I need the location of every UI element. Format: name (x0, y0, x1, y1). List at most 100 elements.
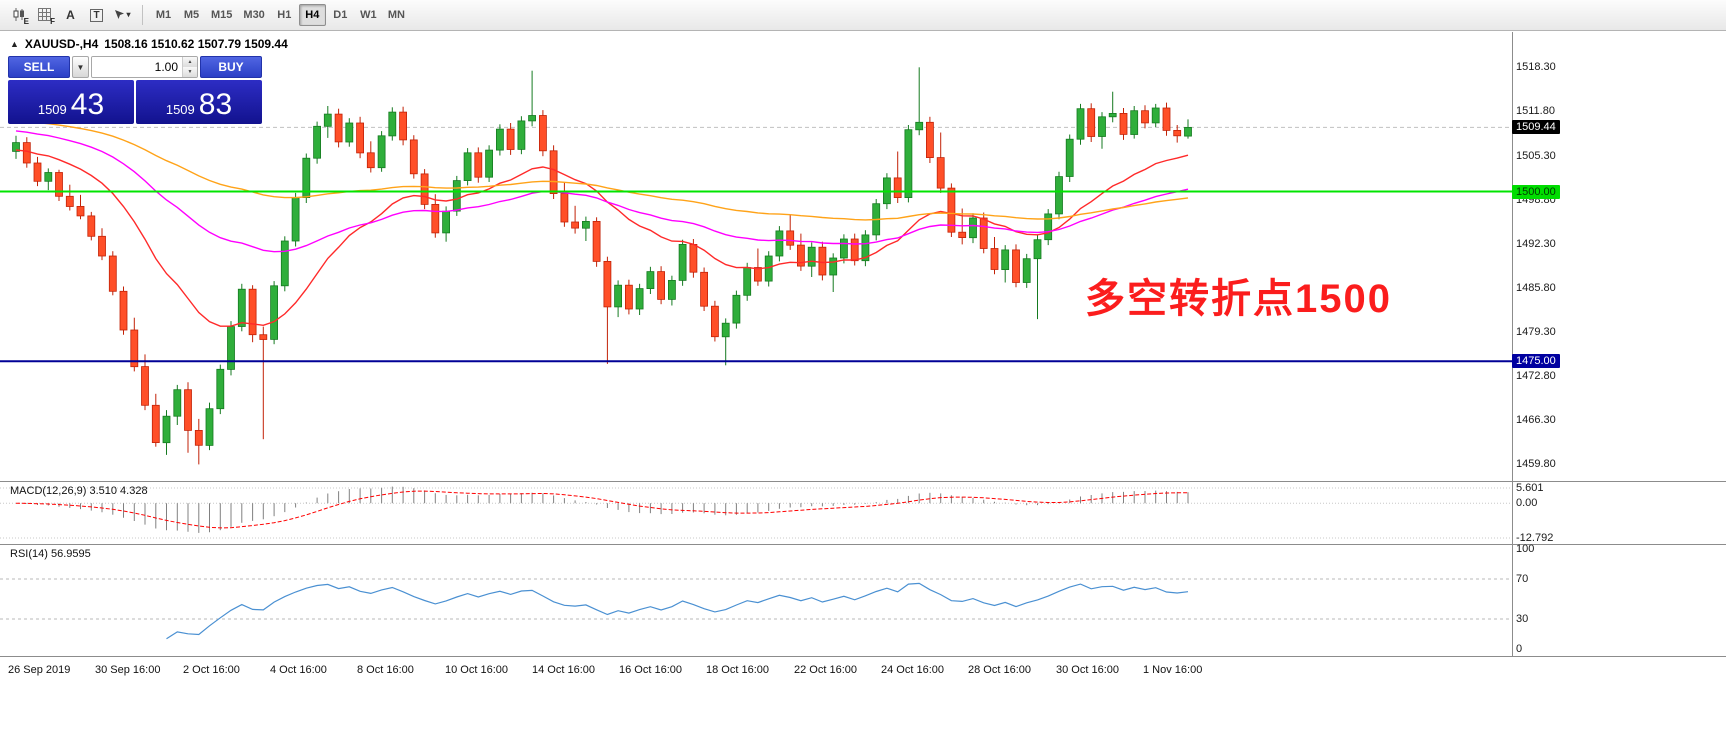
chart-ohlc-header: ▲ XAUUSD-,H4 1508.16 1510.62 1507.79 150… (10, 37, 288, 51)
sell-button[interactable]: SELL (8, 56, 70, 78)
candle-body (87, 215, 96, 237)
volume-input[interactable] (92, 57, 182, 77)
candle-body (990, 248, 999, 270)
timeframe-button-w1[interactable]: W1 (355, 4, 382, 26)
grid-template-icon (38, 7, 51, 23)
candle-body (151, 404, 160, 443)
price-axis[interactable]: 1518.30 1511.80 1505.30 1498.80 1492.30 1485.… (1512, 32, 1724, 751)
candle-body (495, 128, 504, 151)
candle-body (635, 288, 644, 310)
candle-body (227, 326, 235, 370)
buy-button[interactable]: BUY (200, 56, 262, 78)
candle-body (65, 195, 74, 207)
timeframe-button-d1[interactable]: D1 (327, 4, 354, 26)
timeframe-button-h4[interactable]: H4 (298, 4, 326, 26)
candle-body (55, 172, 63, 197)
candle-body (689, 243, 698, 273)
chart-area[interactable]: ▲ XAUUSD-,H4 1508.16 1510.62 1507.79 150… (0, 32, 1726, 751)
time-axis-label: 10 Oct 16:00 (445, 664, 508, 676)
time-axis-label: 26 Sep 2019 (8, 664, 71, 676)
timeframe-button-m5[interactable]: M5 (178, 4, 205, 26)
candle-body (668, 279, 676, 300)
candle-body (98, 235, 106, 257)
candle-body (797, 244, 805, 267)
candlestick-chart-button[interactable]: E (6, 3, 31, 27)
panel-divider[interactable] (0, 656, 1726, 657)
candle-body (700, 271, 708, 307)
candle-body (818, 246, 827, 276)
time-axis-label: 14 Oct 16:00 (532, 664, 595, 676)
candle-body (1076, 108, 1085, 140)
timeframe-button-m1[interactable]: M1 (150, 4, 177, 26)
rsi-axis-label: 30 (1516, 613, 1529, 625)
candle-body (1087, 108, 1096, 137)
candle-body (711, 305, 719, 338)
timeframe-button-m15[interactable]: M15 (206, 4, 237, 26)
price-tag: 1475.00 (1512, 354, 1560, 368)
candle-body (334, 113, 343, 143)
price-axis-label: 1492.30 (1516, 238, 1556, 250)
volume-decrease-button[interactable]: ▼ (183, 67, 197, 77)
candle-body (1184, 127, 1192, 137)
grid-template-icon-badge: F (50, 17, 55, 26)
main-toolbar: E F A T ▾ M1 M5 M15 M30 H1 H4 D1 W1 MN (0, 0, 1726, 31)
candle-body (1119, 113, 1128, 135)
time-axis-label: 4 Oct 16:00 (270, 664, 327, 676)
macd-axis-label: 0.00 (1516, 497, 1538, 509)
time-axis-label: 18 Oct 16:00 (706, 664, 769, 676)
candle-body (248, 288, 257, 336)
timeframe-button-h1[interactable]: H1 (271, 4, 298, 26)
ma-line-20 (15, 149, 1189, 327)
time-axis[interactable]: 26 Sep 2019 30 Sep 16:00 2 Oct 16:00 4 Oct … (0, 657, 1726, 683)
grid-template-button[interactable]: F (32, 3, 57, 27)
candle-body (420, 173, 429, 205)
volume-dropdown-button[interactable]: ▼ (72, 56, 89, 78)
candle-body (44, 172, 53, 182)
volume-increase-button[interactable]: ▲ (183, 57, 197, 67)
text-tool-button[interactable]: A (58, 3, 83, 27)
candle-body (366, 152, 375, 169)
timeframe-button-m30[interactable]: M30 (238, 4, 269, 26)
text-tool-icon: A (66, 8, 75, 22)
candle-body (141, 366, 149, 406)
candle-body (33, 162, 42, 182)
candle-body (216, 368, 225, 410)
rsi-indicator-chart[interactable] (0, 545, 1512, 657)
main-price-chart[interactable] (0, 32, 1512, 482)
time-axis-label: 2 Oct 16:00 (183, 664, 240, 676)
candle-body (592, 220, 601, 262)
candle-body (861, 234, 870, 262)
time-axis-label: 1 Nov 16:00 (1143, 664, 1203, 676)
candle-body (539, 115, 547, 152)
macd-indicator-chart[interactable] (0, 482, 1512, 545)
panel-divider[interactable] (0, 544, 1726, 545)
drawing-tools-group: E F A T ▾ (6, 3, 135, 27)
candle-body (721, 322, 730, 338)
timeframe-button-mn[interactable]: MN (383, 4, 410, 26)
candle-body (76, 205, 85, 217)
cursor-tool-icon (114, 9, 125, 22)
chart-annotation: 多空转折点1500 (1085, 277, 1392, 321)
candle-body (549, 150, 558, 195)
candle-body (786, 230, 795, 246)
textbox-tool-icon: T (90, 8, 103, 22)
rsi-axis-label: 0 (1516, 643, 1523, 655)
candle-body (431, 203, 440, 234)
candle-body (904, 129, 913, 198)
sell-price-display[interactable]: 1509 43 (8, 80, 134, 124)
candle-body (452, 180, 461, 212)
candle-body (323, 113, 332, 127)
time-axis-label: 30 Sep 16:00 (95, 664, 161, 676)
cursor-tool-button[interactable]: ▾ (110, 3, 135, 27)
candle-body (173, 389, 182, 417)
candle-body (1162, 107, 1171, 131)
price-axis-label: 1511.80 (1516, 105, 1555, 117)
candle-body (280, 240, 289, 287)
time-axis-label: 22 Oct 16:00 (794, 664, 857, 676)
panel-divider[interactable] (0, 481, 1726, 482)
candle-body (399, 111, 408, 141)
price-axis-label: 1466.30 (1516, 414, 1556, 426)
candle-body (184, 389, 192, 431)
textbox-tool-button[interactable]: T (84, 3, 109, 27)
buy-price-display[interactable]: 1509 83 (136, 80, 262, 124)
